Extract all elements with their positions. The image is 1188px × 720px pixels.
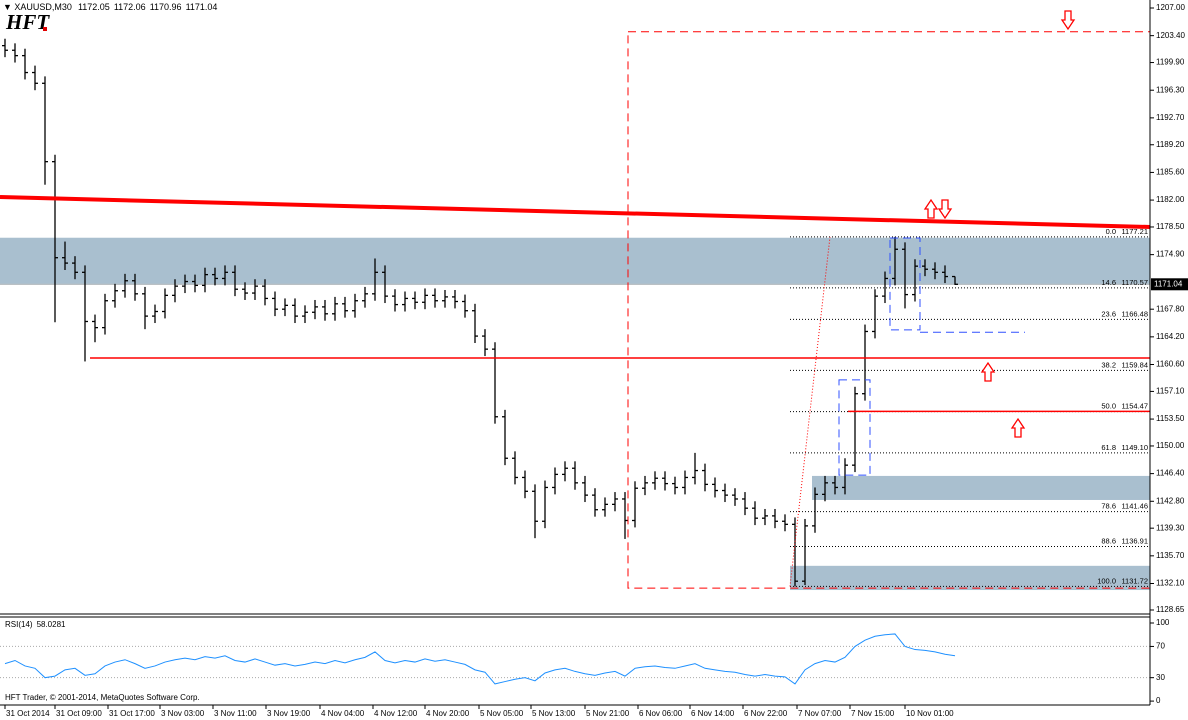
x-tick-label: 6 Nov 14:00 xyxy=(691,709,735,718)
indicator-value: 58.0281 xyxy=(37,620,66,629)
chart-header: ▼ XAUUSD,M30 1172.05 1172.06 1170.96 1171.04 xyxy=(3,2,217,12)
y-tick-label: 1128.65 xyxy=(1156,605,1185,614)
last-open: 1172.05 xyxy=(78,2,110,12)
x-tick-label: 3 Nov 19:00 xyxy=(267,709,311,718)
indicator-name: RSI(14) xyxy=(5,620,33,629)
y-tick-label: 1132.10 xyxy=(1156,579,1185,588)
x-tick-label: 31 Oct 09:00 xyxy=(56,709,102,718)
logo: HFT xyxy=(5,10,50,34)
fib-price: 1154.47 xyxy=(1121,402,1148,411)
x-tick-label: 3 Nov 11:00 xyxy=(214,709,257,718)
arrow-shape xyxy=(1010,417,1026,438)
zone xyxy=(0,237,1150,285)
fib-level: 88.6 xyxy=(1101,537,1116,546)
x-tick-label: 31 Oct 2014 xyxy=(6,709,50,718)
y-tick-label: 1142.80 xyxy=(1156,496,1185,505)
fib-level: 78.6 xyxy=(1101,502,1116,511)
fib-price: 1131.72 xyxy=(1121,576,1148,585)
y-tick-label: 1185.60 xyxy=(1156,168,1185,177)
last-low: 1170.96 xyxy=(150,2,182,12)
bars-layer xyxy=(2,38,958,587)
fib-price: 1159.84 xyxy=(1121,360,1148,369)
x-tick-label: 4 Nov 20:00 xyxy=(426,709,470,718)
y-tick-label: 1178.50 xyxy=(1156,222,1185,231)
fib-level: 100.0 xyxy=(1097,576,1116,585)
fib-level: 61.8 xyxy=(1101,443,1116,452)
x-tick-label: 7 Nov 15:00 xyxy=(851,709,895,718)
arrow-down xyxy=(1060,10,1076,31)
y-tick-label: 1174.90 xyxy=(1156,250,1185,259)
fib-price: 1141.46 xyxy=(1121,502,1148,511)
x-tick-label: 6 Nov 22:00 xyxy=(744,709,788,718)
arrow-up xyxy=(980,361,996,382)
x-tick-label: 4 Nov 04:00 xyxy=(321,709,365,718)
fib-price: 1170.57 xyxy=(1121,278,1148,287)
y-tick-label: 1139.30 xyxy=(1156,523,1185,532)
fib-price: 1177.21 xyxy=(1121,227,1148,236)
fib-level: 14.6 xyxy=(1101,278,1116,287)
x-tick-label: 4 Nov 12:00 xyxy=(374,709,418,718)
copyright: HFT Trader, © 2001-2014, MetaQuotes Soft… xyxy=(5,693,200,702)
rsi-tick-label: 70 xyxy=(1156,642,1165,651)
x-tick-label: 5 Nov 21:00 xyxy=(586,709,630,718)
arrow-shape xyxy=(980,361,996,382)
y-tick-label: 1192.70 xyxy=(1156,113,1185,122)
arrow-shape xyxy=(923,198,939,219)
arrow-shape xyxy=(1060,10,1076,31)
y-tick-label: 1164.20 xyxy=(1156,332,1185,341)
x-tick-label: 3 Nov 03:00 xyxy=(161,709,205,718)
rsi-tick-label: 30 xyxy=(1156,673,1165,682)
symbol: XAUUSD,M30 xyxy=(14,2,72,12)
rsi-line xyxy=(4,633,956,685)
y-tick-label: 1207.00 xyxy=(1156,3,1185,12)
x-tick-label: 5 Nov 13:00 xyxy=(532,709,576,718)
drawing-layer xyxy=(0,236,1150,679)
fib-price: 1166.48 xyxy=(1121,309,1148,318)
x-tick-label: 7 Nov 07:00 xyxy=(798,709,842,718)
trend-line xyxy=(0,195,1151,229)
y-tick-label: 1182.00 xyxy=(1156,195,1185,204)
zone xyxy=(812,475,1150,500)
arrow-shape xyxy=(937,199,953,220)
x-tick-label: 10 Nov 01:00 xyxy=(906,709,954,718)
arrow-up xyxy=(1010,417,1026,438)
last-close: 1171.04 xyxy=(186,2,218,12)
fib-price: 1149.10 xyxy=(1121,443,1148,452)
x-tick-label: 5 Nov 05:00 xyxy=(480,709,524,718)
rsi-tick-label: 100 xyxy=(1156,618,1170,627)
box xyxy=(838,379,871,476)
fib-level: 50.0 xyxy=(1101,402,1116,411)
y-tick-label: 1153.50 xyxy=(1156,414,1185,423)
y-tick-label: 1157.10 xyxy=(1156,387,1185,396)
arrow-down xyxy=(937,199,953,220)
y-tick-label: 1146.40 xyxy=(1156,469,1185,478)
y-tick-label: 1189.20 xyxy=(1156,140,1185,149)
fib-price: 1136.91 xyxy=(1121,537,1148,546)
header-arrow: ▼ xyxy=(3,2,14,12)
y-tick-label: 1196.30 xyxy=(1156,85,1185,94)
y-tick-label: 1160.60 xyxy=(1156,360,1185,369)
logo-dot xyxy=(43,27,47,31)
last-high: 1172.06 xyxy=(114,2,146,12)
y-tick-label: 1135.70 xyxy=(1156,551,1185,560)
bid-label-box xyxy=(1151,278,1188,291)
fib-level: 38.2 xyxy=(1101,360,1116,369)
y-tick-label: 1150.00 xyxy=(1156,441,1185,450)
bid-label: 1171.04 xyxy=(1154,279,1183,288)
y-tick-label: 1199.90 xyxy=(1156,58,1185,67)
y-tick-label: 1167.80 xyxy=(1156,304,1185,313)
box xyxy=(889,237,921,331)
x-tick-label: 31 Oct 17:00 xyxy=(109,709,155,718)
indicator-header: RSI(14) 58.0281 xyxy=(5,620,66,629)
rsi-tick-label: 0 xyxy=(1156,696,1161,705)
x-tick-label: 6 Nov 06:00 xyxy=(639,709,683,718)
y-tick-label: 1203.40 xyxy=(1156,31,1185,40)
fib-level: 23.6 xyxy=(1101,309,1116,318)
fib-level: 0.0 xyxy=(1106,227,1116,236)
arrow-up xyxy=(923,198,939,219)
